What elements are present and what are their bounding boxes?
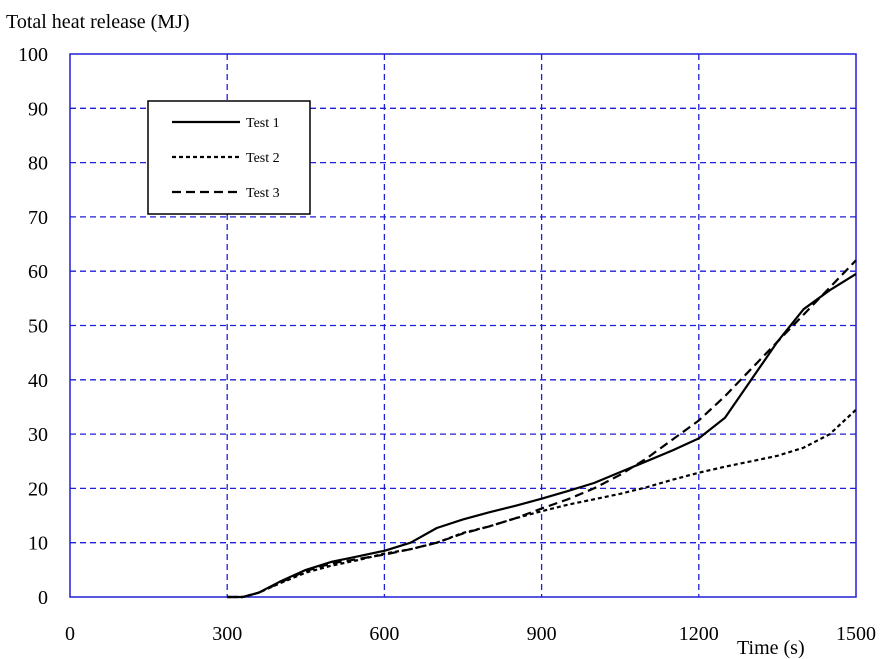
legend-label-2: Test 2 [246,151,280,166]
x-axis-label: Time (s) [737,637,805,659]
legend-label-1: Test 1 [246,116,280,131]
y-tick-label: 80 [28,153,48,175]
x-tick-label: 1200 [679,623,719,645]
y-tick-label: 10 [28,533,48,555]
grid [70,54,856,597]
x-tick-label: 1500 [836,623,876,645]
legend: Test 1 Test 2 Test 3 [147,100,311,215]
x-tick-label: 600 [369,623,399,645]
y-tick-label: 0 [38,587,48,609]
y-tick-label: 30 [28,424,48,446]
series-line-3 [227,259,857,599]
x-tick-label: 300 [212,623,242,645]
series-group [227,259,857,599]
y-tick-label: 100 [18,44,48,66]
y-tick-label: 60 [28,261,48,283]
y-tick-label: 20 [28,478,48,500]
y-tick-labels: 0 10 20 30 40 50 60 70 80 90 100 [18,44,48,609]
y-tick-label: 90 [28,98,48,120]
x-tick-labels: 0 300 600 900 1200 1500 [65,623,876,645]
x-tick-label: 0 [65,623,75,645]
legend-label-3: Test 3 [246,186,280,201]
plot-frame [69,53,857,598]
y-tick-label: 50 [28,316,48,338]
y-tick-label: 40 [28,370,48,392]
x-tick-label: 900 [527,623,557,645]
y-axis-label: Total heat release (MJ) [6,11,190,33]
series-line-2 [227,408,857,599]
y-tick-label: 70 [28,207,48,229]
